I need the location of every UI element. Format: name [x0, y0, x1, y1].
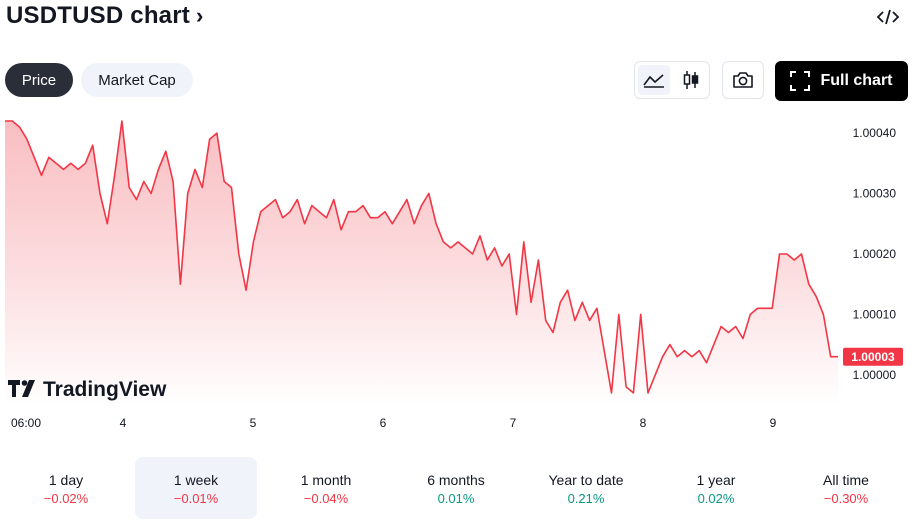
full-chart-button[interactable]: Full chart	[775, 61, 908, 101]
area-chart-icon	[642, 74, 664, 88]
plot-area	[5, 120, 838, 405]
chevron-right-icon[interactable]: ›	[195, 3, 204, 28]
y-tick-label: 1.00020	[853, 247, 897, 261]
tradingview-wordmark: TradingView	[43, 378, 167, 401]
range-1-month[interactable]: 1 month −0.04%	[265, 457, 387, 519]
x-tick-label: 6	[380, 416, 387, 430]
range-6-months[interactable]: 6 months 0.01%	[395, 457, 517, 519]
range-label: 1 month	[300, 472, 352, 488]
x-tick-label: 06:00	[11, 416, 41, 430]
y-tick-label: 1.00030	[853, 187, 897, 201]
area-chart-button[interactable]	[637, 65, 670, 95]
price-chart[interactable]: 1.00040 1.00030 1.00020 1.00010 1.00000 1.000…	[0, 105, 913, 440]
last-price-badge	[843, 347, 903, 366]
y-tick-label: 1.00040	[853, 126, 897, 140]
x-tick-label: 7	[510, 416, 517, 430]
range-1-week[interactable]: 1 week −0.01%	[135, 457, 257, 519]
range-change: −0.04%	[303, 491, 349, 506]
candles-icon	[683, 71, 698, 89]
price-area-fill	[5, 121, 838, 405]
x-tick-label: 4	[120, 416, 127, 430]
page-title[interactable]: USDTUSD chart ›	[6, 2, 204, 30]
y-axis: 1.00040 1.00030 1.00020 1.00010 1.00000 1.000…	[843, 126, 903, 382]
x-axis: 06:00 4 5 6 7 8 9	[11, 416, 777, 430]
range-label: 1 year	[696, 472, 736, 488]
tradingview-watermark: TradingView	[8, 378, 167, 401]
range-label: 6 months	[427, 472, 485, 488]
tradingview-logo-icon	[8, 380, 35, 397]
range-1-year[interactable]: 1 year 0.02%	[655, 457, 777, 519]
x-tick-label: 5	[250, 416, 257, 430]
fullscreen-icon	[790, 71, 811, 91]
price-line	[5, 120, 838, 394]
tab-market-cap[interactable]: Market Cap	[81, 63, 193, 97]
candles-chart-button[interactable]	[675, 65, 707, 95]
y-tick-label: 1.00000	[853, 368, 897, 382]
chart-type-toggle	[634, 61, 710, 99]
x-tick-label: 8	[640, 416, 647, 430]
tab-price[interactable]: Price	[5, 63, 73, 97]
range-label: All time	[823, 472, 869, 488]
range-label: Year to date	[548, 472, 624, 488]
range-label: 1 day	[48, 472, 84, 488]
range-all-time[interactable]: All time −0.30%	[785, 457, 907, 519]
snapshot-button[interactable]	[722, 61, 764, 99]
range-change: 0.02%	[697, 491, 735, 506]
range-change: −0.02%	[43, 491, 89, 506]
range-change: −0.01%	[173, 491, 219, 506]
range-label: 1 week	[173, 472, 219, 488]
embed-code-icon[interactable]	[877, 6, 899, 28]
range-change: 0.21%	[567, 491, 605, 506]
range-year-to-date[interactable]: Year to date 0.21%	[525, 457, 647, 519]
x-tick-label: 9	[770, 416, 777, 430]
range-change: 0.01%	[437, 491, 475, 506]
last-price-label: 1.00003	[851, 350, 895, 364]
range-change: −0.30%	[823, 491, 869, 506]
range-1-day[interactable]: 1 day −0.02%	[5, 457, 127, 519]
chart-title[interactable]: USDTUSD chart	[6, 2, 190, 29]
camera-icon	[733, 72, 753, 88]
range-selector: 1 day −0.02% 1 week −0.01% 1 month −0.04% 6 mo…	[0, 457, 913, 519]
y-tick-label: 1.00010	[853, 307, 897, 321]
full-chart-label: Full chart	[820, 72, 893, 89]
